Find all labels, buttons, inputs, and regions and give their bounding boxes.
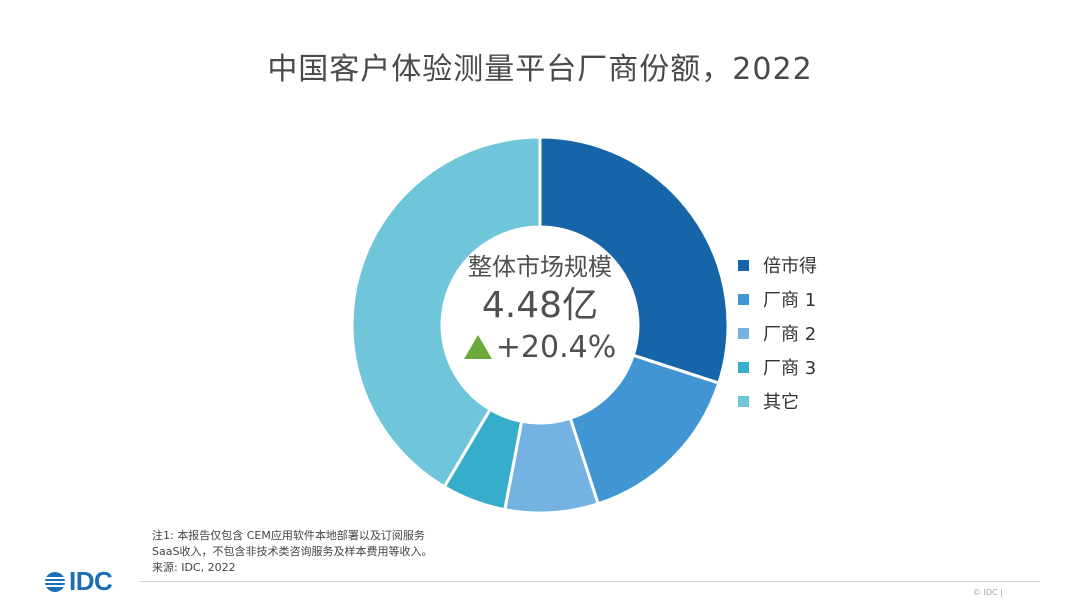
donut-chart bbox=[350, 135, 730, 515]
legend-item-vendor-2: 厂商 2 bbox=[738, 316, 817, 350]
copyright: © IDC | bbox=[973, 588, 1003, 597]
legend-swatch bbox=[738, 327, 749, 339]
legend-label: 倍市得 bbox=[763, 256, 817, 277]
legend-label: 厂商 1 bbox=[763, 290, 817, 311]
legend-item-vendor-1: 厂商 1 bbox=[738, 282, 817, 316]
legend-swatch bbox=[738, 361, 749, 373]
market-size-label: 整体市场规模 bbox=[468, 253, 612, 281]
growth-value: +20.4% bbox=[495, 330, 617, 365]
legend: 倍市得 厂商 1 厂商 2 厂商 3 其它 bbox=[738, 248, 817, 418]
logo-text: IDC bbox=[69, 566, 113, 596]
source-line: 来源: IDC, 2022 bbox=[152, 561, 236, 574]
donut-slice-4 bbox=[350, 135, 542, 489]
idc-logo: IDC bbox=[44, 566, 113, 597]
legend-swatch bbox=[738, 395, 749, 407]
footnote-line: SaaS收入，不包含非技术类咨询服务及样本费用等收入。 bbox=[152, 545, 433, 558]
donut-slice-0 bbox=[538, 135, 730, 385]
legend-swatch bbox=[738, 293, 749, 305]
chart-title: 中国客户体验测量平台厂商份额，2022 bbox=[267, 52, 813, 87]
donut-slice-1 bbox=[568, 353, 721, 506]
legend-item-vendor-3: 厂商 3 bbox=[738, 350, 817, 384]
legend-label: 其它 bbox=[763, 392, 799, 413]
legend-item-others: 其它 bbox=[738, 384, 817, 418]
footnote: 注1: 本报告仅包含 CEM应用软件本地部署以及订阅服务 SaaS收入，不包含非… bbox=[152, 528, 432, 576]
market-size-value: 4.48亿 bbox=[481, 285, 599, 326]
legend-label: 厂商 3 bbox=[763, 358, 817, 379]
legend-swatch bbox=[738, 259, 749, 271]
footer-divider bbox=[140, 581, 1040, 582]
up-triangle-icon bbox=[463, 335, 492, 359]
footnote-line: 注1: 本报告仅包含 CEM应用软件本地部署以及订阅服务 bbox=[152, 529, 425, 542]
growth-indicator: +20.4% bbox=[455, 328, 625, 368]
legend-item-beishide: 倍市得 bbox=[738, 248, 817, 282]
idc-logo-icon bbox=[45, 571, 65, 592]
donut-center: 整体市场规模 4.48亿 +20.4% bbox=[455, 250, 625, 368]
legend-label: 厂商 2 bbox=[763, 324, 817, 345]
